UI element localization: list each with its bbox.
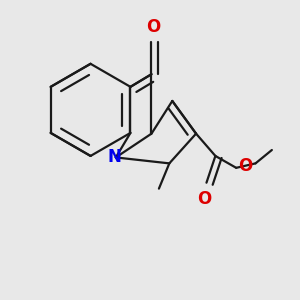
Text: O: O xyxy=(197,190,211,208)
Text: O: O xyxy=(238,157,253,175)
Text: N: N xyxy=(107,148,121,166)
Text: O: O xyxy=(146,18,160,36)
